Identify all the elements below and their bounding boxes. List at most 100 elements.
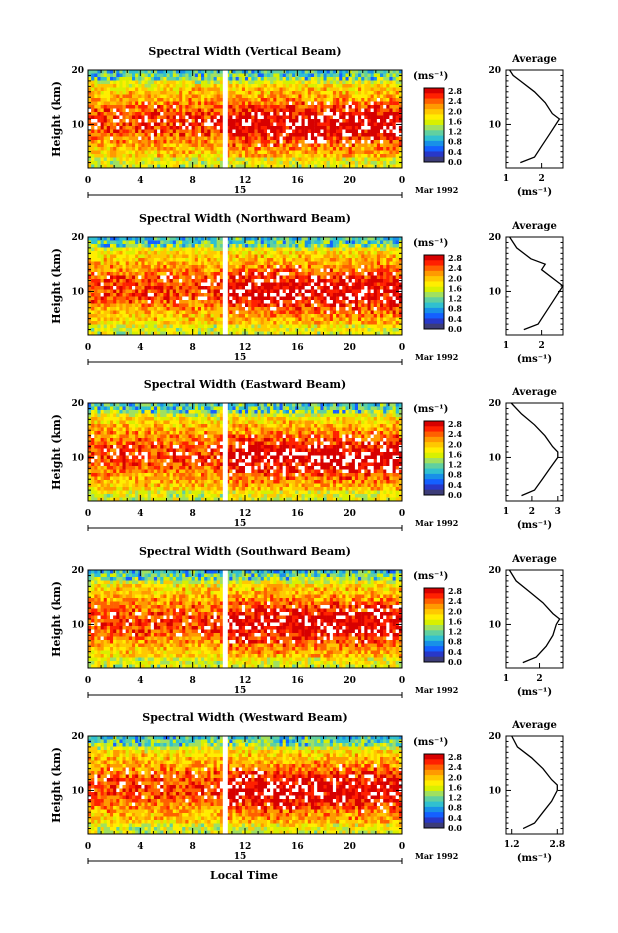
heatmap-cell (220, 251, 223, 255)
heatmap-cell (389, 88, 392, 92)
heatmap-cell (254, 272, 257, 276)
heatmap-cell (295, 279, 298, 283)
heatmap-cell (198, 74, 201, 78)
heatmap-cell (116, 147, 119, 151)
heatmap-cell (135, 251, 138, 255)
heatmap-cell (298, 98, 301, 102)
heatmap-cell (236, 140, 239, 144)
heatmap-cell (204, 300, 207, 304)
heatmap-cell (119, 262, 122, 266)
heatmap-cell (232, 144, 235, 148)
heatmap-cell (352, 74, 355, 78)
heatmap-cell (393, 283, 396, 287)
heatmap-cell (101, 293, 104, 297)
heatmap-cell (374, 244, 377, 248)
heatmap-cell (129, 293, 132, 297)
heatmap-cell (267, 112, 270, 116)
heatmap-cell (132, 158, 135, 162)
heatmap-cell (273, 248, 276, 252)
heatmap-cell (289, 297, 292, 301)
heatmap-cell (358, 84, 361, 88)
heatmap-cell (280, 98, 283, 102)
heatmap-cell (204, 290, 207, 294)
heatmap-cell (229, 251, 232, 255)
heatmap-cell (305, 88, 308, 92)
heatmap-cell (88, 144, 91, 148)
heatmap-cell (289, 286, 292, 290)
heatmap-cell (204, 116, 207, 120)
heatmap-cell (251, 98, 254, 102)
heatmap-cell (346, 269, 349, 273)
heatmap-cell (214, 258, 217, 262)
heatmap-cell (126, 126, 129, 130)
heatmap-cell (132, 151, 135, 155)
heatmap-cell (339, 290, 342, 294)
heatmap-cell (173, 283, 176, 287)
heatmap-cell (207, 88, 210, 92)
heatmap-cell (138, 293, 141, 297)
heatmap-cell (192, 151, 195, 155)
heatmap-cell (308, 98, 311, 102)
heatmap-cell (305, 112, 308, 116)
heatmap-cell (126, 297, 129, 301)
heatmap-cell (280, 88, 283, 92)
heatmap-cell (298, 255, 301, 259)
heatmap-cell (94, 300, 97, 304)
heatmap-cell (229, 116, 232, 120)
heatmap-cell (308, 126, 311, 130)
heatmap-cell (314, 154, 317, 158)
heatmap-cell (138, 130, 141, 134)
heatmap-cell (295, 244, 298, 248)
heatmap-cell (314, 283, 317, 287)
heatmap-cell (283, 283, 286, 287)
heatmap-cell (132, 130, 135, 134)
heatmap-cell (113, 109, 116, 113)
heatmap-cell (132, 279, 135, 283)
heatmap-cell (192, 95, 195, 99)
heatmap-cell (396, 77, 399, 81)
heatmap-cell (185, 77, 188, 81)
heatmap-cell (280, 283, 283, 287)
heatmap-cell (97, 133, 100, 137)
heatmap-cell (327, 297, 330, 301)
heatmap-cell (336, 244, 339, 248)
heatmap-cell (346, 109, 349, 113)
heatmap-cell (380, 276, 383, 280)
heatmap-cell (295, 112, 298, 116)
heatmap-cell (135, 304, 138, 308)
heatmap-cell (217, 144, 220, 148)
heatmap-cell (179, 161, 182, 165)
heatmap-cell (317, 91, 320, 95)
heatmap-cell (305, 258, 308, 262)
heatmap-cell (207, 265, 210, 269)
heatmap-cell (389, 272, 392, 276)
heatmap-cell (148, 105, 151, 109)
heatmap-cell (327, 154, 330, 158)
heatmap-cell (298, 147, 301, 151)
heatmap-cell (295, 95, 298, 99)
heatmap-cell (368, 112, 371, 116)
heatmap-cell (163, 248, 166, 252)
heatmap-cell (364, 98, 367, 102)
heatmap-cell (267, 102, 270, 106)
heatmap-cell (207, 258, 210, 262)
heatmap-cell (273, 102, 276, 106)
heatmap-cell (393, 126, 396, 130)
heatmap-cell (179, 154, 182, 158)
heatmap-cell (94, 116, 97, 120)
heatmap-cell (97, 269, 100, 273)
heatmap-cell (245, 262, 248, 266)
heatmap-cell (355, 158, 358, 162)
heatmap-cell (145, 297, 148, 301)
heatmap-cell (220, 279, 223, 283)
heatmap-cell (264, 112, 267, 116)
heatmap-cell (349, 77, 352, 81)
heatmap-cell (135, 158, 138, 162)
heatmap-cell (273, 151, 276, 155)
heatmap-cell (339, 304, 342, 308)
heatmap-cell (245, 130, 248, 134)
heatmap-cell (371, 95, 374, 99)
heatmap-cell (229, 241, 232, 245)
heatmap-cell (182, 81, 185, 85)
heatmap-cell (217, 126, 220, 130)
